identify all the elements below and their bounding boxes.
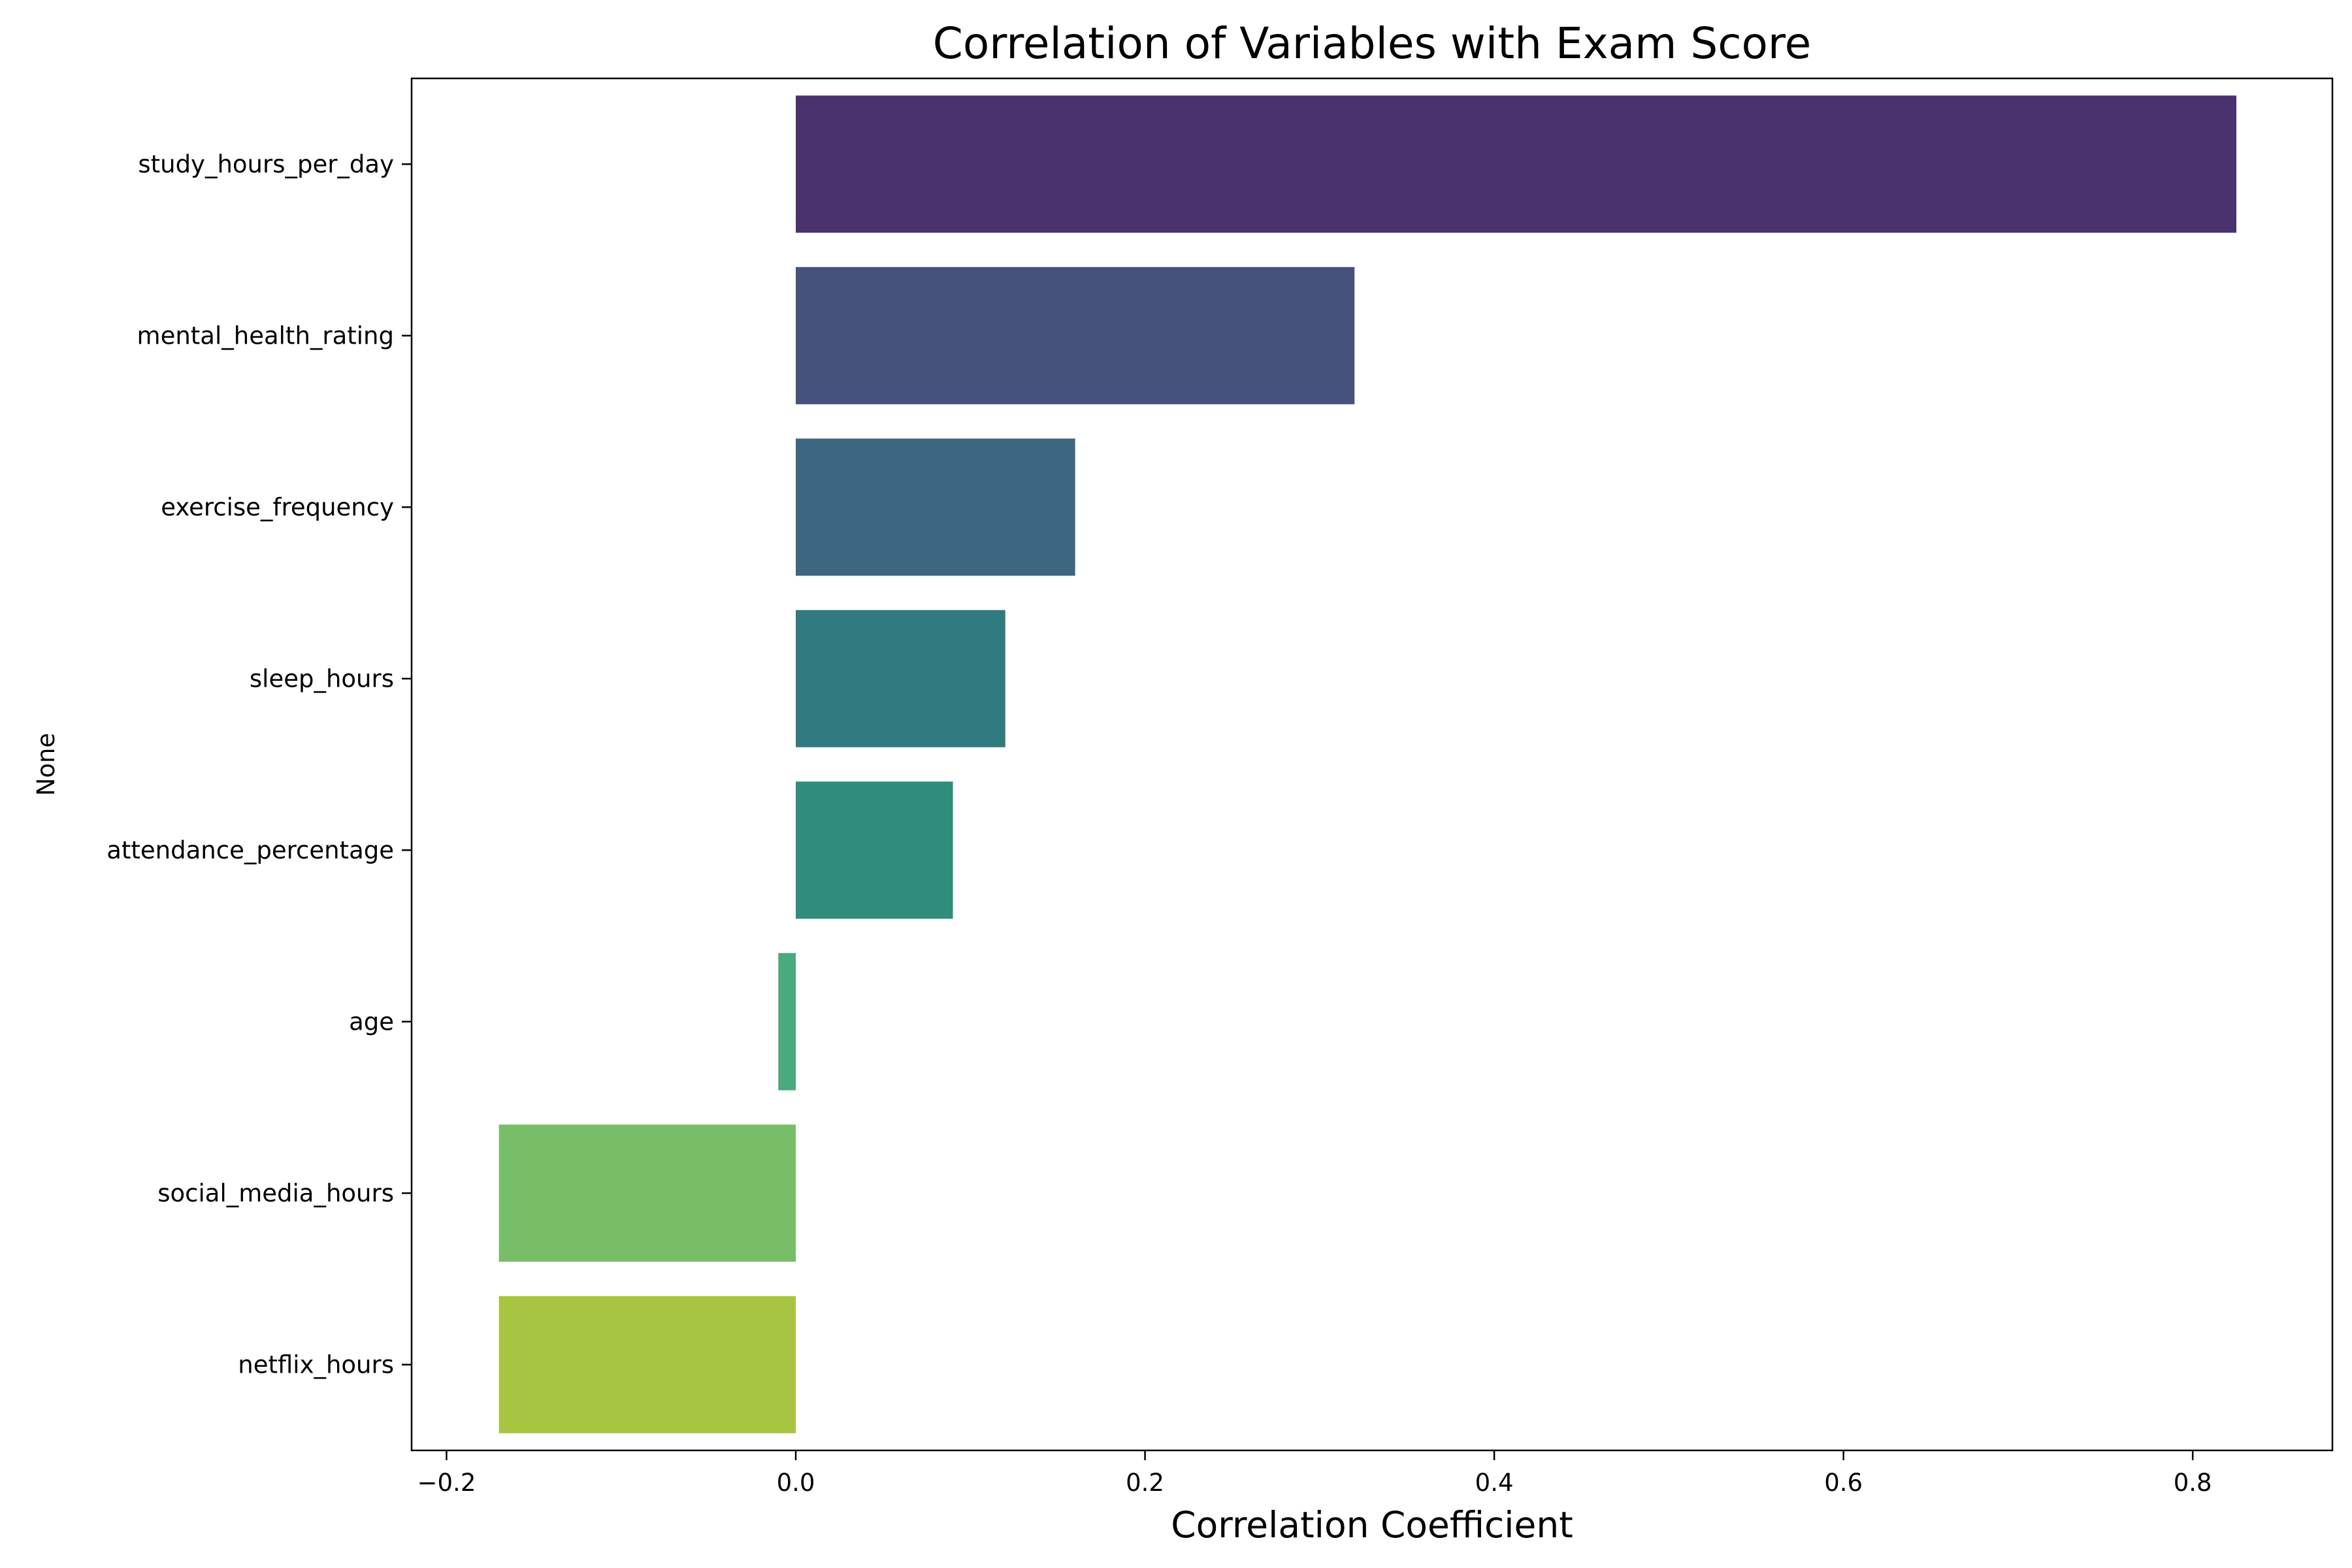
y-tick-label: attendance_percentage	[106, 836, 394, 864]
x-tick-label: 0.2	[1126, 1469, 1164, 1497]
bar-study-hours-per-day	[796, 95, 2236, 233]
y-tick-label: exercise_frequency	[161, 493, 394, 521]
bar-netflix-hours	[498, 1296, 796, 1433]
y-axis-label: None	[32, 733, 60, 796]
x-axis-ticks: −0.2 0.0 0.2 0.4 0.6 0.8	[417, 1450, 2212, 1497]
y-tick-label: sleep_hours	[250, 664, 394, 693]
x-tick-label: 0.8	[2174, 1469, 2212, 1497]
y-tick-label: social_media_hours	[157, 1179, 394, 1207]
x-tick-label: 0.4	[1475, 1469, 1514, 1497]
x-axis-label: Correlation Coefficient	[1171, 1504, 1573, 1546]
bar-sleep-hours	[796, 610, 1005, 747]
y-tick-label: study_hours_per_day	[138, 150, 394, 178]
bar-attendance-percentage	[796, 781, 953, 919]
chart-title: Correlation of Variables with Exam Score	[933, 18, 1811, 69]
x-tick-label: 0.0	[777, 1469, 815, 1497]
y-tick-label: age	[349, 1007, 394, 1036]
bar-mental-health-rating	[796, 267, 1355, 404]
y-tick-label: netflix_hours	[238, 1350, 394, 1379]
x-tick-label: −0.2	[417, 1469, 476, 1497]
bars	[498, 95, 2236, 1433]
bar-social-media-hours	[498, 1124, 796, 1262]
bar-exercise-frequency	[796, 438, 1075, 576]
bar-age	[778, 953, 796, 1090]
x-tick-label: 0.6	[1824, 1469, 1863, 1497]
y-axis-ticks: study_hours_per_day mental_health_ratinge…	[106, 150, 412, 1379]
y-tick-label: mental_health_rating	[137, 321, 394, 350]
axes-frame	[410, 77, 2334, 1452]
